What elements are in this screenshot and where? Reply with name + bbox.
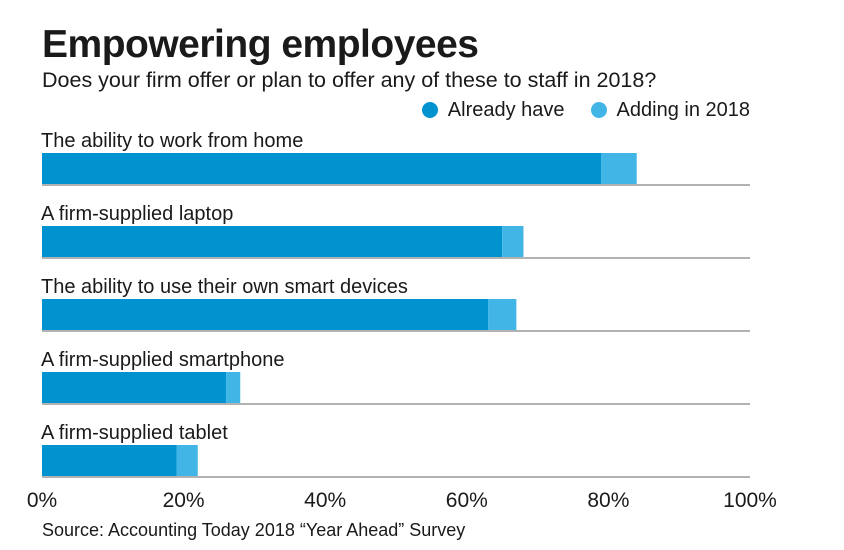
bar-adding-in-2018-the-ability-to-work-from-home xyxy=(601,153,637,184)
x-tick-label-60: 60% xyxy=(446,489,488,512)
chart-subtitle: Does your firm offer or plan to offer an… xyxy=(42,68,657,92)
chart-title: Empowering employees xyxy=(42,23,479,66)
category-label-a-firm-supplied-tablet: A firm-supplied tablet xyxy=(41,422,228,444)
category-label-a-firm-supplied-laptop: A firm-supplied laptop xyxy=(41,203,233,225)
bar-already-have-a-firm-supplied-laptop xyxy=(42,226,503,257)
legend-item-adding-2018: Adding in 2018 xyxy=(590,98,750,122)
category-label-a-firm-supplied-smartphone: A firm-supplied smartphone xyxy=(41,349,284,371)
x-tick-label-0: 0% xyxy=(27,489,57,512)
legend-label-adding-2018: Adding in 2018 xyxy=(616,98,750,121)
legend-swatch-already-have xyxy=(421,102,438,118)
bar-already-have-a-firm-supplied-smartphone xyxy=(42,372,227,403)
x-tick-label-20: 20% xyxy=(163,489,205,512)
bar-already-have-the-ability-to-use-their-own-smart-devices xyxy=(42,299,489,330)
legend-swatch-adding-2018 xyxy=(590,102,607,118)
x-tick-label-100: 100% xyxy=(723,489,777,512)
x-tick-label-40: 40% xyxy=(304,489,346,512)
x-tick-label-80: 80% xyxy=(587,489,629,512)
bar-adding-in-2018-a-firm-supplied-smartphone xyxy=(226,372,241,403)
category-label-the-ability-to-use-their-own-smart-devices: The ability to use their own smart devic… xyxy=(41,276,408,298)
bar-adding-in-2018-a-firm-supplied-laptop xyxy=(502,226,524,257)
legend: Already have Adding in 2018 xyxy=(421,96,750,124)
legend-label-already-have: Already have xyxy=(447,98,565,121)
bar-already-have-the-ability-to-work-from-home xyxy=(42,153,602,184)
bar-adding-in-2018-a-firm-supplied-tablet xyxy=(176,445,198,476)
legend-item-already-have: Already have xyxy=(421,98,565,122)
source-note: Source: Accounting Today 2018 “Year Ahea… xyxy=(42,520,466,540)
bar-already-have-a-firm-supplied-tablet xyxy=(42,445,177,476)
bar-adding-in-2018-the-ability-to-use-their-own-smart-devices xyxy=(488,299,517,330)
category-label-the-ability-to-work-from-home: The ability to work from home xyxy=(41,130,303,152)
